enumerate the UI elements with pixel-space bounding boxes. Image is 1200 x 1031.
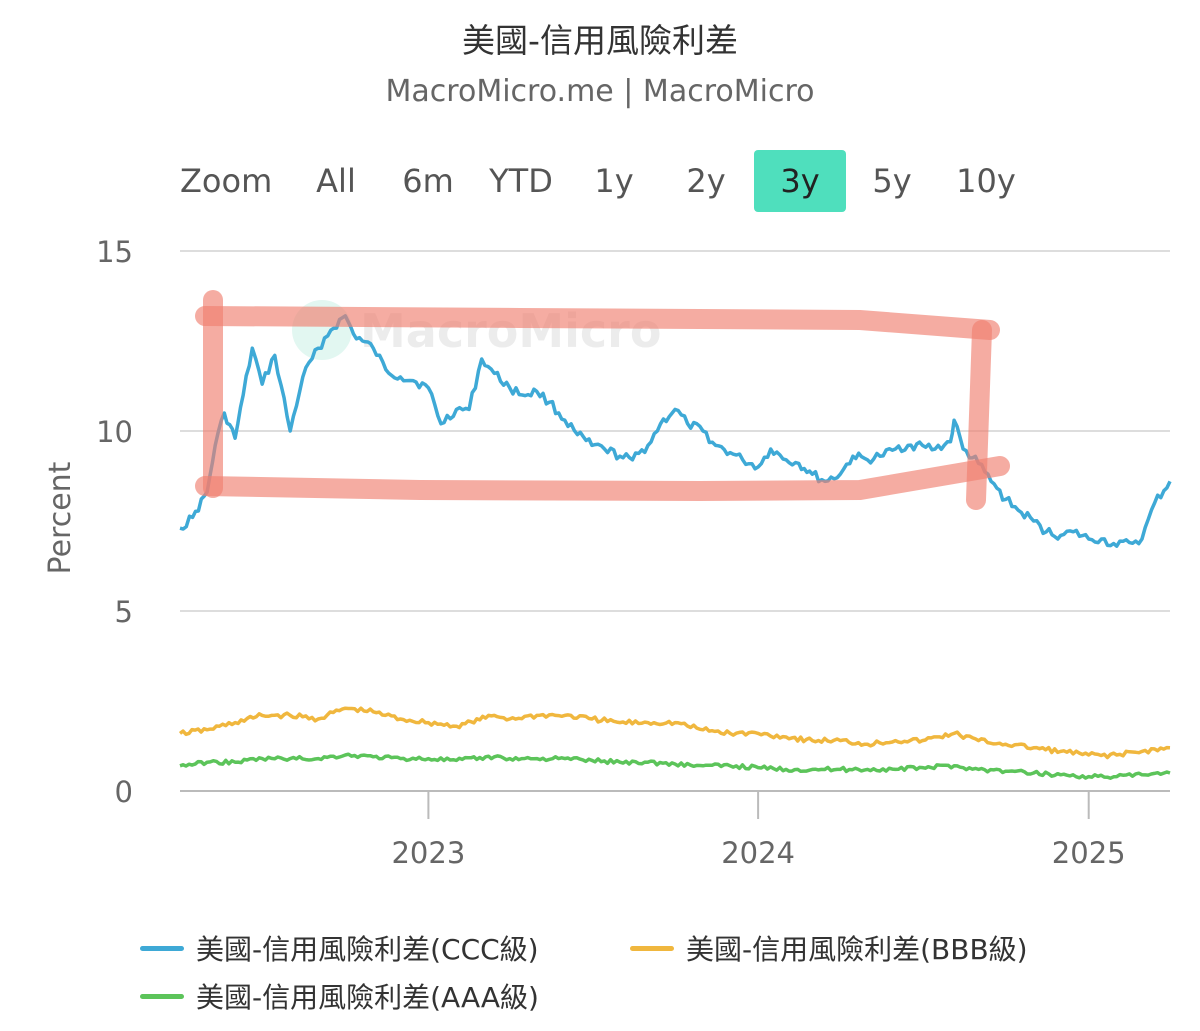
zoom-2y-button[interactable]: 2y [686, 162, 726, 200]
chart-title: 美國-信用風險利差 [462, 21, 738, 60]
legend-label-ccc: 美國-信用風險利差(CCC級) [196, 933, 539, 966]
y-tick-label-5: 5 [115, 595, 133, 629]
legend-item-bbb[interactable]: 美國-信用風險利差(BBB級) [630, 928, 1028, 968]
y-tick-label-15: 15 [96, 235, 133, 269]
zoom-5y-button[interactable]: 5y [872, 162, 912, 200]
legend-label-bbb: 美國-信用風險利差(BBB級) [686, 933, 1028, 966]
y-axis-label: Percent [43, 461, 78, 574]
legend-item-aaa[interactable]: 美國-信用風險利差(AAA級) [140, 976, 539, 1016]
zoom-ytd-button[interactable]: YTD [489, 162, 553, 200]
zoom-label: Zoom [180, 162, 273, 200]
y-tick-label-10: 10 [96, 415, 133, 449]
zoom-1y-button[interactable]: 1y [594, 162, 634, 200]
zoom-6m-button[interactable]: 6m [402, 162, 454, 200]
zoom-all-button[interactable]: All [316, 162, 356, 200]
annotation-right-stroke [966, 320, 992, 510]
x-tick-label-2023: 2023 [391, 836, 465, 870]
legend-swatch-ccc [140, 945, 184, 951]
y-tick-label-0: 0 [115, 775, 133, 809]
zoom-10y-button[interactable]: 10y [956, 162, 1016, 200]
annotation-bottom-stroke [195, 456, 1010, 502]
series-aaa-line [179, 752, 1171, 780]
x-tick-label-2025: 2025 [1052, 836, 1126, 870]
chart-subtitle: MacroMicro.me | MacroMicro [385, 74, 815, 109]
annotation-top-stroke [195, 306, 1000, 340]
legend-label-aaa: 美國-信用風險利差(AAA級) [196, 981, 539, 1014]
legend-swatch-aaa [140, 993, 184, 999]
x-tick-label-2024: 2024 [721, 836, 795, 870]
zoom-3y-button[interactable]: 3y [754, 150, 846, 212]
series-bbb-line [178, 706, 1171, 760]
legend-swatch-bbb [630, 945, 674, 951]
legend-item-ccc[interactable]: 美國-信用風險利差(CCC級) [140, 928, 539, 968]
